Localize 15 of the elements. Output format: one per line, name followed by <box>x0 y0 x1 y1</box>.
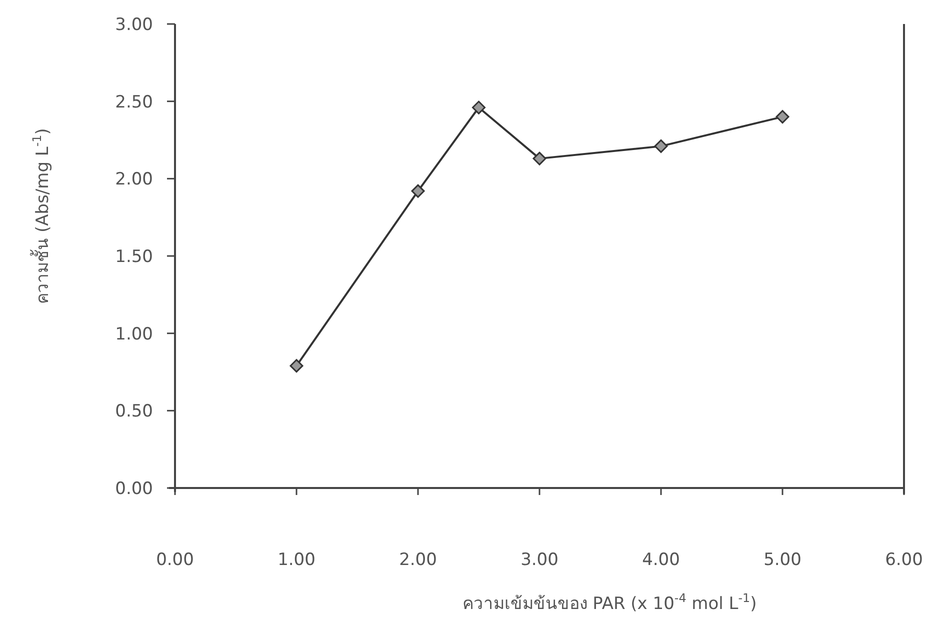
x-tick-label: 3.00 <box>520 550 558 570</box>
y-tick-label: 2.50 <box>115 92 153 112</box>
x-tick-label: 6.00 <box>885 550 923 570</box>
x-tick-label: 5.00 <box>764 550 802 570</box>
x-tick-label: 1.00 <box>278 550 316 570</box>
x-tick-label: 4.00 <box>642 550 680 570</box>
x-axis-title: ความเข้มข้นของ PAR (x 10$^{-4}$ mol L$^{-1}$) <box>462 591 757 614</box>
y-tick-label: 1.00 <box>115 324 153 344</box>
y-tick-label: 3.00 <box>115 15 153 35</box>
y-tick-label: 0.50 <box>115 402 153 422</box>
y-tick-label: 1.50 <box>115 247 153 267</box>
y-tick-label: 0.00 <box>115 479 153 499</box>
x-tick-label: 0.00 <box>156 550 194 570</box>
y-tick-label: 2.00 <box>115 170 153 190</box>
x-tick-label: 2.00 <box>399 550 437 570</box>
